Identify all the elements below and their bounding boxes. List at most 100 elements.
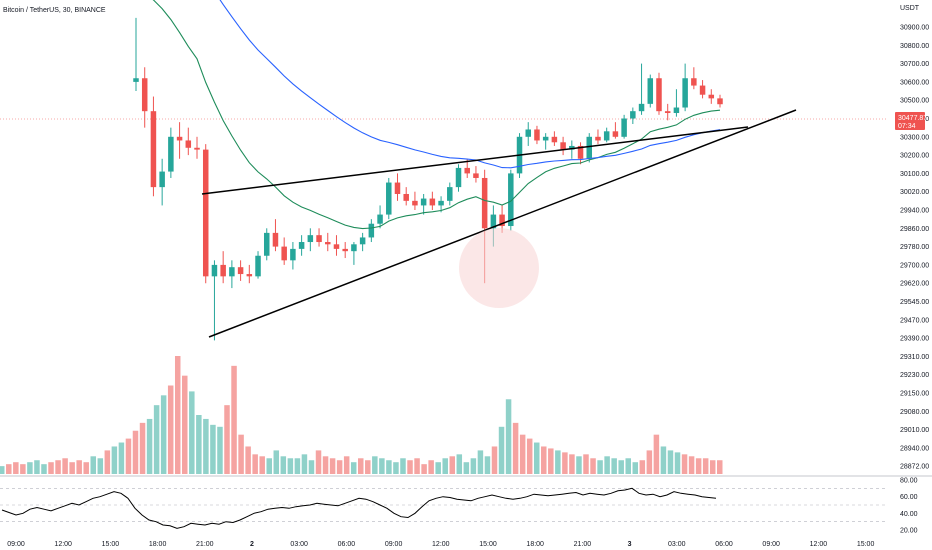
price-tick-label: 30600.00 (900, 79, 929, 86)
volume-bar (287, 458, 294, 474)
volume-bar (512, 422, 519, 474)
candlestick-series (133, 17, 723, 341)
volume-bar (350, 462, 357, 474)
candle-body (351, 244, 357, 252)
volume-bar (562, 452, 568, 474)
volume-bar (372, 456, 378, 474)
volume-bar (294, 458, 301, 474)
volume-bar (111, 446, 118, 474)
volume-bar (174, 356, 181, 474)
price-tick-label: 29390.00 (900, 336, 929, 343)
time-tick-label: 06:00 (338, 541, 356, 548)
candle-body (290, 248, 296, 261)
volume-bar (449, 456, 456, 474)
candle-body (298, 242, 305, 249)
candle-body (455, 167, 462, 188)
volume-bar (217, 426, 223, 474)
volume-bar (541, 446, 547, 474)
volume-bar (639, 460, 646, 474)
candle-body (612, 131, 619, 137)
volume-bar (245, 446, 251, 474)
candle-body (194, 147, 200, 150)
price-tick-label: 28872.00 (900, 464, 929, 471)
volume-bar (400, 458, 406, 474)
candle-body (542, 136, 549, 141)
volume-bar (548, 448, 554, 474)
volume-bar (505, 399, 512, 474)
price-tick-label: 29150.00 (900, 391, 929, 398)
price-tick-label: 30800.00 (900, 43, 929, 50)
volume-bar (146, 418, 153, 474)
candle-body (481, 177, 488, 229)
price-tick-label: 29230.00 (900, 372, 929, 379)
candle-body (246, 274, 253, 277)
countdown-value: 07:34 (898, 123, 916, 130)
candle-body (211, 264, 218, 277)
volume-bar (238, 434, 244, 474)
price-tick-label: 29010.00 (900, 427, 929, 434)
upper-trendline (201, 126, 749, 195)
volume-bar (477, 450, 484, 474)
candle-body (630, 111, 636, 119)
price-tick-label: 30300.00 (900, 134, 929, 141)
candle-body (307, 235, 314, 243)
volume-bar (189, 391, 195, 474)
time-tick-label: 09:00 (385, 541, 403, 548)
volume-bar (97, 458, 104, 474)
oscillator-tick-label: 60.00 (900, 494, 918, 501)
volume-bar (428, 460, 434, 474)
price-tick-label: 29470.00 (900, 317, 929, 324)
time-tick-label: 2 (250, 541, 254, 548)
candle-body (534, 129, 540, 141)
candle-body (447, 187, 453, 201)
price-tick-label: 30900.00 (900, 25, 929, 32)
candle-body (333, 244, 340, 249)
candle-body (647, 78, 654, 104)
candle-body (255, 255, 261, 277)
candle-body (150, 111, 157, 188)
time-axis[interactable]: 09:00 12:00 15:00 18:00 21:00 2 03:00 06:00 09:0… (7, 541, 874, 548)
price-axis[interactable]: 30900.00 30800.00 30700.00 30600.00 30500.00… (900, 25, 929, 471)
candle-body (263, 232, 270, 256)
ema-slow-line (219, 0, 721, 169)
volume-bar (76, 460, 82, 474)
oscillator-tick-label: 40.00 (900, 511, 918, 518)
volume-bar (329, 458, 336, 474)
volume-bar (625, 458, 631, 474)
volume-bar (555, 450, 561, 474)
price-tick-label: 29700.00 (900, 262, 929, 269)
candle-body (185, 140, 192, 148)
price-tick-label: 30700.00 (900, 61, 929, 68)
volume-bar (646, 450, 653, 474)
time-tick-label: 12:00 (54, 541, 72, 548)
volume-bar (83, 462, 89, 474)
volume-bar (336, 460, 343, 474)
volume-bar (343, 456, 350, 474)
time-tick-label: 21:00 (196, 541, 214, 548)
price-tick-label: 29310.00 (900, 354, 929, 361)
grid-lines (0, 118, 932, 477)
price-tick-label: 29080.00 (900, 409, 929, 416)
candle-body (272, 232, 279, 247)
volume-bar (667, 450, 674, 474)
volume-bar (611, 458, 617, 474)
candle-body (342, 248, 348, 252)
candle-body (638, 103, 645, 112)
volume-bar (583, 454, 589, 474)
candle-body (682, 78, 688, 108)
volume-bar (702, 458, 709, 474)
candle-body (176, 136, 183, 141)
volume-bar (442, 458, 448, 474)
currency-label: USDT (900, 5, 920, 12)
volume-bar (576, 456, 582, 474)
volume-bar (90, 456, 97, 474)
candle-body (316, 235, 322, 243)
volume-bar (414, 458, 420, 474)
candle-body (133, 78, 139, 82)
volume-bars (0, 356, 723, 474)
volume-bar (27, 462, 33, 474)
volume-bar (569, 454, 575, 474)
time-tick-label: 15:00 (479, 541, 497, 548)
volume-bar (55, 460, 61, 474)
